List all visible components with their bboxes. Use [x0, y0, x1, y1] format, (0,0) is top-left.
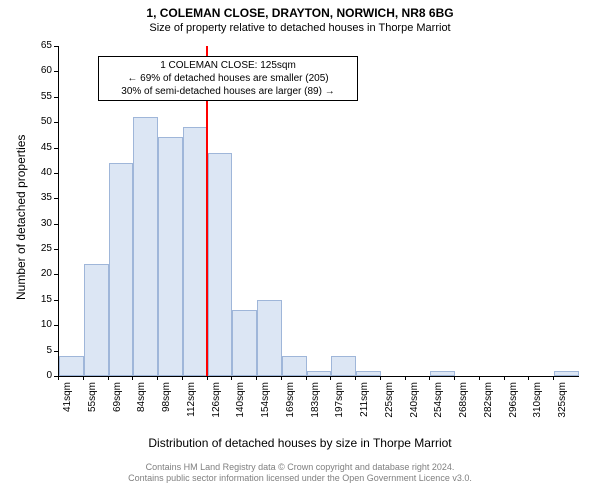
histogram-bar — [430, 371, 455, 376]
x-tick-label: 183sqm — [310, 382, 321, 432]
chart-container: { "title": "1, COLEMAN CLOSE, DRAYTON, N… — [0, 0, 600, 500]
y-tick-mark — [54, 148, 58, 149]
footer-credits: Contains HM Land Registry data © Crown c… — [0, 462, 600, 485]
y-axis-label: Number of detached properties — [14, 135, 28, 300]
x-tick-label: 325sqm — [557, 382, 568, 432]
histogram-bar — [158, 137, 183, 376]
annotation-line: 1 COLEMAN CLOSE: 125sqm — [103, 59, 353, 72]
footer-line: Contains HM Land Registry data © Crown c… — [0, 462, 600, 473]
histogram-bar — [84, 264, 109, 376]
x-tick-mark — [182, 376, 183, 380]
x-tick-mark — [504, 376, 505, 380]
histogram-bar — [331, 356, 356, 376]
histogram-bar — [208, 153, 233, 376]
x-tick-label: 140sqm — [235, 382, 246, 432]
annotation-line: ← 69% of detached houses are smaller (20… — [103, 72, 353, 85]
histogram-bar — [133, 117, 158, 376]
y-tick-mark — [54, 198, 58, 199]
histogram-bar — [109, 163, 134, 376]
x-tick-label: 296sqm — [508, 382, 519, 432]
y-tick-label: 55 — [28, 91, 52, 102]
y-tick-mark — [54, 173, 58, 174]
y-tick-label: 15 — [28, 294, 52, 305]
histogram-bar — [307, 371, 332, 376]
y-tick-mark — [54, 274, 58, 275]
y-tick-mark — [54, 46, 58, 47]
y-tick-label: 45 — [28, 142, 52, 153]
y-tick-mark — [54, 224, 58, 225]
y-tick-label: 65 — [28, 40, 52, 51]
y-tick-label: 35 — [28, 192, 52, 203]
x-tick-label: 55sqm — [87, 382, 98, 432]
x-tick-label: 41sqm — [62, 382, 73, 432]
x-tick-mark — [108, 376, 109, 380]
x-tick-mark — [157, 376, 158, 380]
histogram-bar — [257, 300, 282, 376]
y-tick-mark — [54, 249, 58, 250]
x-tick-mark — [454, 376, 455, 380]
annotation-line: 30% of semi-detached houses are larger (… — [103, 85, 353, 98]
y-tick-label: 20 — [28, 268, 52, 279]
y-tick-label: 30 — [28, 218, 52, 229]
x-tick-mark — [553, 376, 554, 380]
histogram-bar — [232, 310, 257, 376]
y-tick-mark — [54, 97, 58, 98]
annotation-box: 1 COLEMAN CLOSE: 125sqm← 69% of detached… — [98, 56, 358, 101]
y-tick-mark — [54, 300, 58, 301]
y-tick-label: 5 — [28, 345, 52, 356]
histogram-bar — [554, 371, 579, 376]
x-tick-label: 69sqm — [112, 382, 123, 432]
histogram-bar — [356, 371, 381, 376]
x-tick-label: 268sqm — [458, 382, 469, 432]
chart-title: 1, COLEMAN CLOSE, DRAYTON, NORWICH, NR8 … — [0, 6, 600, 20]
x-tick-mark — [231, 376, 232, 380]
x-tick-mark — [256, 376, 257, 380]
y-tick-mark — [54, 325, 58, 326]
y-tick-label: 0 — [28, 370, 52, 381]
x-tick-mark — [58, 376, 59, 380]
x-tick-mark — [306, 376, 307, 380]
x-tick-label: 211sqm — [359, 382, 370, 432]
footer-line: Contains public sector information licen… — [0, 473, 600, 484]
x-tick-label: 154sqm — [260, 382, 271, 432]
histogram-bar — [59, 356, 84, 376]
x-tick-label: 197sqm — [334, 382, 345, 432]
x-tick-mark — [281, 376, 282, 380]
histogram-bar — [183, 127, 208, 376]
histogram-bar — [282, 356, 307, 376]
y-tick-label: 40 — [28, 167, 52, 178]
y-tick-mark — [54, 351, 58, 352]
y-tick-label: 10 — [28, 319, 52, 330]
x-tick-mark — [355, 376, 356, 380]
x-tick-mark — [207, 376, 208, 380]
x-tick-label: 112sqm — [186, 382, 197, 432]
y-tick-label: 50 — [28, 116, 52, 127]
x-tick-label: 254sqm — [433, 382, 444, 432]
x-tick-label: 240sqm — [409, 382, 420, 432]
x-tick-mark — [83, 376, 84, 380]
x-tick-mark — [405, 376, 406, 380]
chart-subtitle: Size of property relative to detached ho… — [0, 22, 600, 34]
x-tick-mark — [429, 376, 430, 380]
y-tick-mark — [54, 71, 58, 72]
x-tick-label: 98sqm — [161, 382, 172, 432]
x-tick-mark — [479, 376, 480, 380]
x-axis-label: Distribution of detached houses by size … — [0, 436, 600, 450]
x-tick-mark — [380, 376, 381, 380]
y-tick-label: 25 — [28, 243, 52, 254]
x-tick-label: 282sqm — [483, 382, 494, 432]
x-tick-label: 169sqm — [285, 382, 296, 432]
x-tick-label: 310sqm — [532, 382, 543, 432]
x-tick-mark — [132, 376, 133, 380]
x-tick-mark — [528, 376, 529, 380]
y-tick-label: 60 — [28, 65, 52, 76]
x-tick-label: 225sqm — [384, 382, 395, 432]
x-tick-mark — [330, 376, 331, 380]
x-tick-label: 84sqm — [136, 382, 147, 432]
x-tick-label: 126sqm — [211, 382, 222, 432]
y-tick-mark — [54, 122, 58, 123]
